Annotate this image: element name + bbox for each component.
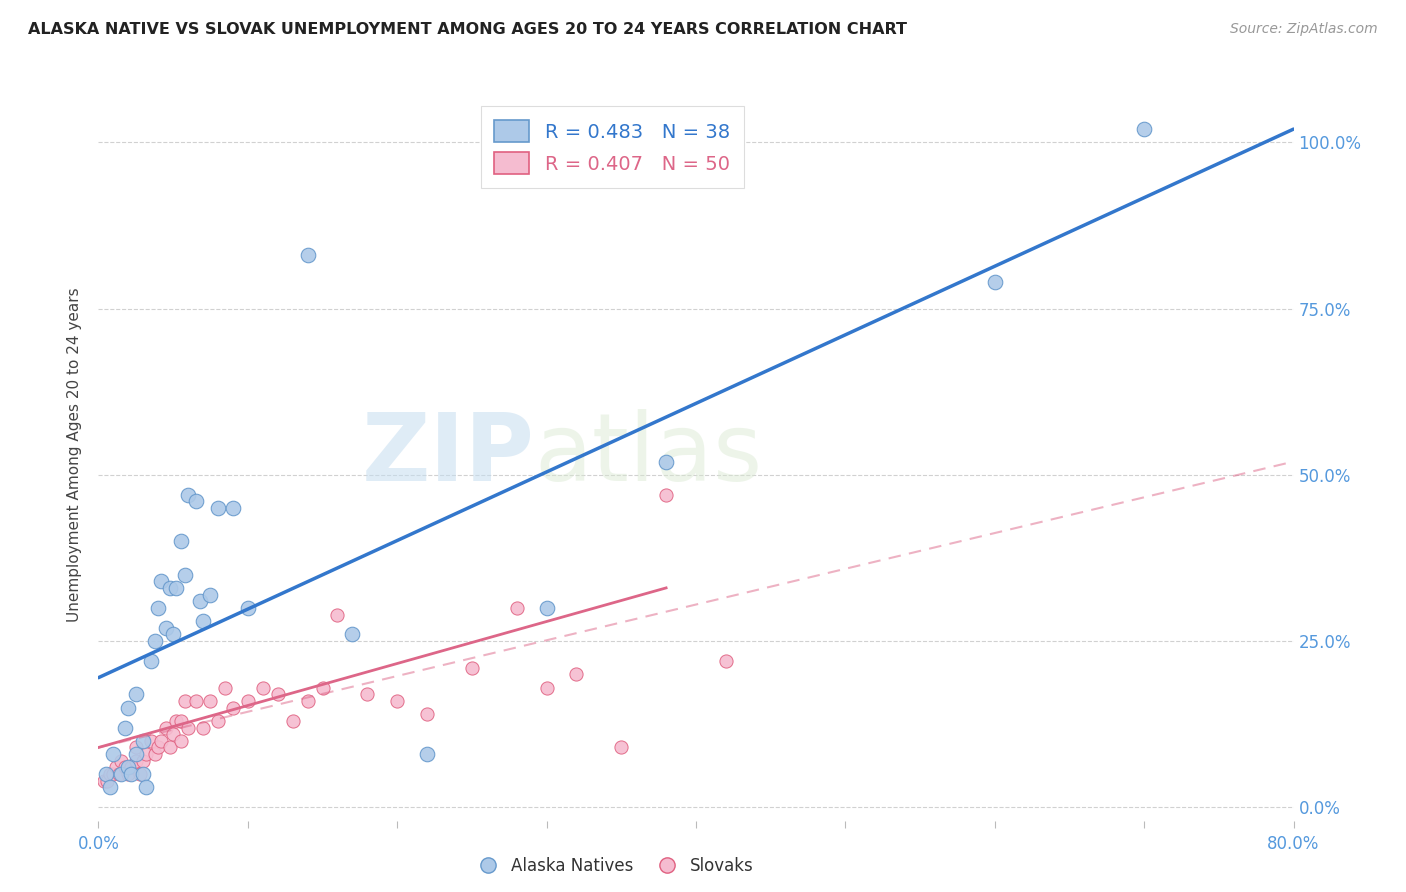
Point: [169, 734, 191, 748]
Point: [416, 707, 439, 722]
Point: [1133, 122, 1156, 136]
Point: [222, 501, 245, 516]
Point: [200, 588, 222, 602]
Point: [159, 581, 181, 595]
Point: [214, 681, 236, 695]
Point: [416, 747, 439, 761]
Point: [143, 634, 166, 648]
Point: [506, 600, 529, 615]
Point: [200, 694, 222, 708]
Point: [191, 614, 214, 628]
Point: [714, 654, 737, 668]
Point: [326, 607, 349, 622]
Point: [125, 687, 148, 701]
Point: [169, 534, 191, 549]
Point: [110, 767, 132, 781]
Text: ZIP: ZIP: [361, 409, 534, 501]
Point: [236, 694, 259, 708]
Point: [125, 747, 148, 761]
Text: Source: ZipAtlas.com: Source: ZipAtlas.com: [1230, 22, 1378, 37]
Point: [165, 581, 187, 595]
Point: [655, 488, 678, 502]
Text: ALASKA NATIVE VS SLOVAK UNEMPLOYMENT AMONG AGES 20 TO 24 YEARS CORRELATION CHART: ALASKA NATIVE VS SLOVAK UNEMPLOYMENT AMO…: [28, 22, 907, 37]
Point: [536, 600, 558, 615]
Point: [117, 700, 139, 714]
Point: [252, 681, 274, 695]
Point: [105, 760, 128, 774]
Point: [191, 721, 214, 735]
Point: [222, 700, 245, 714]
Point: [148, 600, 170, 615]
Point: [207, 714, 229, 728]
Point: [96, 773, 118, 788]
Point: [108, 767, 131, 781]
Point: [120, 760, 142, 774]
Point: [132, 754, 155, 768]
Text: atlas: atlas: [534, 409, 763, 501]
Point: [184, 494, 207, 508]
Point: [356, 687, 378, 701]
Point: [610, 740, 633, 755]
Point: [125, 740, 148, 755]
Point: [117, 760, 139, 774]
Point: [311, 681, 333, 695]
Point: [184, 694, 207, 708]
Point: [159, 740, 181, 755]
Point: [169, 714, 191, 728]
Point: [117, 767, 139, 781]
Point: [207, 501, 229, 516]
Point: [125, 754, 148, 768]
Point: [103, 767, 125, 781]
Y-axis label: Unemployment Among Ages 20 to 24 years: Unemployment Among Ages 20 to 24 years: [67, 287, 83, 623]
Point: [135, 780, 157, 795]
Point: [103, 747, 125, 761]
Point: [132, 767, 155, 781]
Point: [94, 767, 117, 781]
Point: [150, 574, 173, 589]
Point: [110, 754, 132, 768]
Point: [132, 734, 155, 748]
Point: [93, 773, 115, 788]
Point: [155, 621, 177, 635]
Point: [129, 767, 152, 781]
Point: [100, 767, 122, 781]
Point: [385, 694, 409, 708]
Point: [143, 747, 166, 761]
Point: [139, 734, 162, 748]
Point: [267, 687, 290, 701]
Point: [984, 275, 1007, 289]
Point: [155, 721, 177, 735]
Point: [114, 721, 136, 735]
Point: [165, 714, 187, 728]
Point: [297, 694, 319, 708]
Point: [148, 740, 170, 755]
Point: [655, 454, 678, 468]
Point: [342, 627, 364, 641]
Point: [188, 594, 211, 608]
Point: [236, 600, 259, 615]
Point: [162, 727, 184, 741]
Point: [281, 714, 304, 728]
Point: [150, 734, 173, 748]
Point: [177, 488, 200, 502]
Point: [536, 681, 558, 695]
Point: [139, 654, 162, 668]
Point: [174, 567, 197, 582]
Point: [100, 780, 122, 795]
Point: [162, 627, 184, 641]
Point: [461, 661, 484, 675]
Point: [177, 721, 200, 735]
Point: [174, 694, 197, 708]
Legend: Alaska Natives, Slovaks: Alaska Natives, Slovaks: [464, 850, 761, 882]
Point: [135, 747, 157, 761]
Point: [297, 248, 319, 262]
Point: [120, 767, 142, 781]
Point: [114, 760, 136, 774]
Point: [565, 667, 588, 681]
